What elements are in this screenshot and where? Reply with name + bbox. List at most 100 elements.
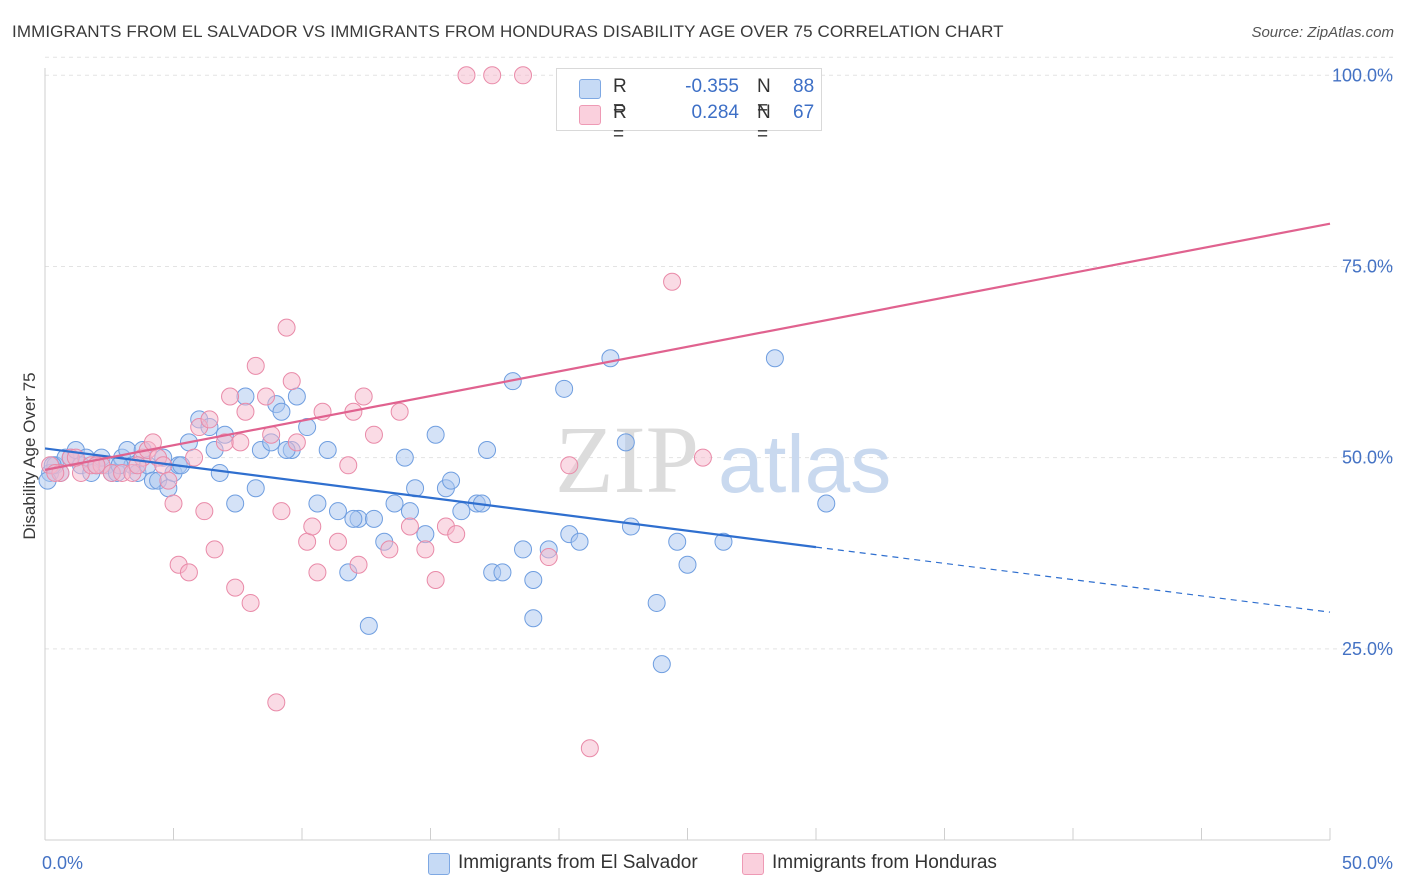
data-point [385,494,404,513]
bottom-legend-swatch-honduras [742,853,764,875]
data-point [416,525,435,544]
data-point [277,318,296,337]
data-point [200,410,219,429]
data-point [236,387,255,406]
data-point [272,502,291,521]
trend-lines [44,222,1331,613]
data-point [298,532,317,551]
data-point [359,616,378,635]
data-point [226,494,245,513]
data-point [231,433,250,452]
data-point [226,578,245,597]
data-point [205,540,224,559]
data-point [442,471,461,490]
data-point [364,425,383,444]
data-point [164,494,183,513]
data-point [308,494,327,513]
data-point [287,433,306,452]
data-point [693,448,712,467]
data-point [652,655,671,674]
data-point [257,387,276,406]
data-point [570,532,589,551]
chart-title: IMMIGRANTS FROM EL SALVADOR VS IMMIGRANT… [12,22,1004,41]
data-point [318,441,337,459]
series-el-salvador [38,349,836,674]
y-tick-label: 100.0% [1332,65,1393,85]
data-point [447,525,466,544]
data-point [246,479,265,498]
data-point [303,517,322,536]
legend-r-value: -0.355 [685,76,739,97]
trend-line-el-salvador-extension [815,546,1331,613]
y-axis-title: Disability Age Over 75 [20,372,39,539]
data-point [678,555,697,574]
data-point [663,272,682,291]
data-point [344,509,363,528]
legend-n-value: 88 [793,76,815,97]
legend-r-value: 0.284 [691,102,739,123]
legend-r-label: R = [613,76,627,119]
data-point [478,441,497,459]
data-point [539,548,558,567]
data-point [287,387,306,406]
source-label: Source: ZipAtlas.com [1251,24,1394,41]
data-point [524,571,543,589]
grid [45,56,1393,650]
data-point [185,448,204,467]
y-tick-labels: 25.0% 50.0% 75.0% 100.0% [1332,65,1393,659]
series-honduras [41,66,712,758]
data-point [621,517,640,536]
x-tick-label-left: 0.0% [42,853,83,873]
data-point [328,502,347,521]
data-point [483,66,502,85]
data-point [426,425,445,444]
data-point [400,517,419,536]
watermark-zip: ZIP [555,406,699,513]
data-point [400,502,419,521]
data-point [221,387,240,406]
data-point [817,494,836,513]
data-point [272,402,291,421]
bottom-legend-label: Immigrants from Honduras [772,852,997,873]
data-point [426,571,445,589]
data-point [267,693,286,712]
data-point [195,502,214,521]
data-point [349,555,368,574]
data-point [647,593,666,612]
data-point [714,532,733,551]
legend-r-label: R = [613,102,627,145]
data-point [339,456,358,475]
legend-n-value: 67 [793,102,815,123]
data-point [514,66,533,85]
data-point [668,532,687,551]
legend-swatch-el-salvador [579,79,601,99]
legend-n-label: N = [757,102,771,145]
data-point [616,433,635,452]
data-point [308,563,327,582]
bottom-legend-label: Immigrants from El Salvador [458,852,698,873]
data-point [282,372,301,391]
y-tick-label: 50.0% [1342,448,1393,468]
data-point [493,563,512,582]
data-point [524,609,543,628]
data-point [601,349,620,368]
y-tick-label: 25.0% [1342,639,1393,659]
data-point [380,540,399,559]
stats-legend: R = -0.355 N = 88 R = 0.284 N = 67 [556,68,822,145]
data-point [514,540,533,559]
data-point [555,379,574,398]
data-point [395,448,414,467]
data-point [416,540,435,559]
data-point [765,349,784,368]
data-point [354,387,373,406]
data-points [38,66,836,758]
x-tick-label-right: 50.0% [1342,853,1393,873]
trend-line-el-salvador [44,447,817,549]
data-point [560,456,579,475]
data-point [159,471,178,490]
legend-n-label: N = [757,76,771,119]
bottom-legend-swatch-el-salvador [428,853,450,875]
data-point [364,509,383,528]
watermark: ZIP atlas [555,406,891,513]
